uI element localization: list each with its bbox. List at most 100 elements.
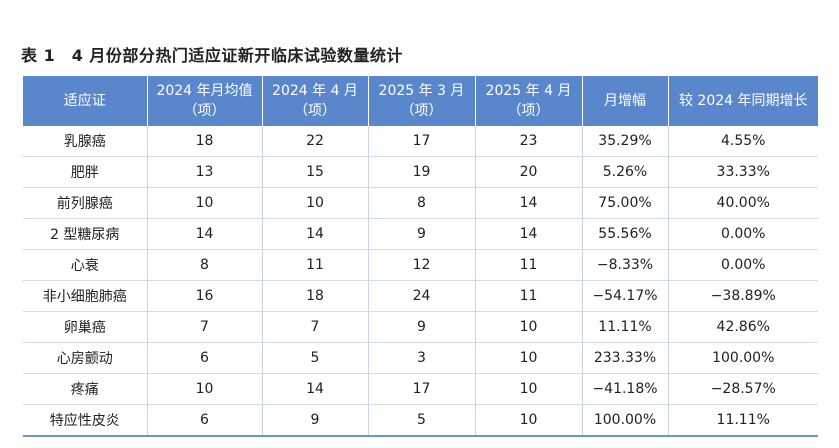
table-cell-yoy-growth: 42.86% xyxy=(667,311,818,343)
table-cell-mar-2025: 5 xyxy=(367,404,475,437)
column-header-unit: （项） xyxy=(400,103,443,119)
table-cell-avg-2024: 16 xyxy=(146,280,262,312)
table-cell-indication: 心衰 xyxy=(23,249,147,281)
table-cell-apr-2025: 23 xyxy=(474,126,582,157)
table-cell-monthly-growth: 75.00% xyxy=(581,187,668,219)
table-cell-monthly-growth: −41.18% xyxy=(581,373,668,405)
column-header-label: 较 2024 年同期增长 xyxy=(678,93,808,109)
column-header-unit: （项） xyxy=(294,103,336,119)
table-cell-monthly-growth: 5.26% xyxy=(581,156,668,188)
table-row: 特应性皮炎 6 9 5 10 100.00% 11.11% xyxy=(23,404,818,437)
table-cell-avg-2024: 7 xyxy=(146,311,262,343)
column-header-unit: （项） xyxy=(507,103,550,119)
table-cell-yoy-growth: 0.00% xyxy=(667,249,818,281)
table-cell-avg-2024: 13 xyxy=(146,156,262,188)
table-row: 心房颤动 6 5 3 10 233.33% 100.00% xyxy=(23,342,818,374)
table-cell-indication: 非小细胞肺癌 xyxy=(23,280,147,312)
table-row: 前列腺癌 10 10 8 14 75.00% 40.00% xyxy=(23,187,818,219)
table-cell-avg-2024: 6 xyxy=(146,404,262,437)
table-caption: 表 1 4 月份部分热门适应证新开临床试验数量统计 xyxy=(21,46,403,65)
table-cell-mar-2025: 12 xyxy=(367,249,475,281)
column-header-label: 2024 年 4 月 xyxy=(272,83,358,99)
table-cell-monthly-growth: 55.56% xyxy=(581,218,668,250)
table-row: 卵巢癌 7 7 9 10 11.11% 42.86% xyxy=(23,311,818,343)
table-cell-apr-2024: 14 xyxy=(261,373,368,405)
table-cell-mar-2025: 3 xyxy=(367,342,475,374)
table-cell-avg-2024: 6 xyxy=(146,342,262,374)
table-cell-avg-2024: 18 xyxy=(146,126,262,157)
table-cell-indication: 肥胖 xyxy=(23,156,147,188)
table-cell-yoy-growth: 4.55% xyxy=(667,126,818,157)
table-row: 心衰 8 11 12 11 −8.33% 0.00% xyxy=(23,249,818,281)
table-cell-indication: 2 型糖尿病 xyxy=(23,218,147,250)
table-cell-apr-2024: 22 xyxy=(261,126,368,157)
table-cell-yoy-growth: 0.00% xyxy=(667,218,818,250)
column-header-label: 2025 年 4 月 xyxy=(485,83,572,99)
table-cell-mar-2025: 24 xyxy=(367,280,475,312)
table-cell-monthly-growth: 233.33% xyxy=(581,342,668,374)
column-header-label: 2025 年 3 月 xyxy=(378,83,465,99)
table-cell-apr-2025: 11 xyxy=(474,280,582,312)
table-cell-mar-2025: 9 xyxy=(367,311,475,343)
table-cell-avg-2024: 14 xyxy=(146,218,262,250)
table-cell-apr-2025: 10 xyxy=(474,311,582,343)
table-cell-indication: 卵巢癌 xyxy=(23,311,147,343)
table-cell-monthly-growth: 11.11% xyxy=(581,311,668,343)
table-cell-mar-2025: 19 xyxy=(367,156,475,188)
table-row: 疼痛 10 14 17 10 −41.18% −28.57% xyxy=(23,373,818,405)
column-header-indication: 适应证 xyxy=(23,76,147,126)
table-header-row: 适应证 2024 年月均值 （项） 2024 年 4 月 （项） 2025 年 3 月 （项… xyxy=(23,76,818,126)
table-cell-indication: 心房颤动 xyxy=(23,342,147,374)
table-cell-monthly-growth: 100.00% xyxy=(581,404,668,437)
table-row: 非小细胞肺癌 16 18 24 11 −54.17% −38.89% xyxy=(23,280,818,312)
table-cell-yoy-growth: 33.33% xyxy=(667,156,818,188)
table-cell-apr-2024: 15 xyxy=(261,156,368,188)
table-cell-apr-2025: 10 xyxy=(474,404,582,437)
table-cell-apr-2025: 20 xyxy=(474,156,582,188)
table-cell-indication: 疼痛 xyxy=(23,373,147,405)
table-cell-indication: 前列腺癌 xyxy=(23,187,147,219)
table-cell-avg-2024: 8 xyxy=(146,249,262,281)
table-cell-apr-2025: 11 xyxy=(474,249,582,281)
column-header-label: 适应证 xyxy=(63,93,106,109)
column-header-mar-2025: 2025 年 3 月 （项） xyxy=(367,76,475,126)
table-cell-yoy-growth: 11.11% xyxy=(667,404,818,437)
table-cell-apr-2025: 14 xyxy=(474,218,582,250)
column-header-apr-2025: 2025 年 4 月 （项） xyxy=(474,76,582,126)
table-cell-monthly-growth: 35.29% xyxy=(581,126,668,157)
table-cell-apr-2024: 18 xyxy=(261,280,368,312)
column-header-label: 2024 年月均值 xyxy=(156,83,253,99)
table-cell-yoy-growth: 40.00% xyxy=(667,187,818,219)
table-row: 乳腺癌 18 22 17 23 35.29% 4.55% xyxy=(23,126,818,157)
table-cell-yoy-growth: 100.00% xyxy=(667,342,818,374)
table-cell-apr-2024: 5 xyxy=(261,342,368,374)
table-cell-avg-2024: 10 xyxy=(146,373,262,405)
table-cell-apr-2024: 11 xyxy=(261,249,368,281)
table-cell-monthly-growth: −8.33% xyxy=(581,249,668,281)
table-cell-yoy-growth: −28.57% xyxy=(667,373,818,405)
table-cell-mar-2025: 17 xyxy=(367,126,475,157)
column-header-yoy-growth: 较 2024 年同期增长 xyxy=(667,76,818,126)
column-header-unit: （项） xyxy=(183,103,226,119)
table-cell-apr-2024: 10 xyxy=(261,187,368,219)
table-cell-indication: 乳腺癌 xyxy=(23,126,147,157)
indication-trials-table: 适应证 2024 年月均值 （项） 2024 年 4 月 （项） 2025 年 3 月 （项… xyxy=(23,76,818,437)
column-header-avg-2024: 2024 年月均值 （项） xyxy=(146,76,262,126)
column-header-apr-2024: 2024 年 4 月 （项） xyxy=(261,76,368,126)
table-cell-apr-2024: 7 xyxy=(261,311,368,343)
table-cell-apr-2024: 14 xyxy=(261,218,368,250)
table-cell-mar-2025: 17 xyxy=(367,373,475,405)
table-cell-avg-2024: 10 xyxy=(146,187,262,219)
table-cell-mar-2025: 9 xyxy=(367,218,475,250)
table-row: 肥胖 13 15 19 20 5.26% 33.33% xyxy=(23,156,818,188)
column-header-label: 月增幅 xyxy=(604,93,646,109)
table-cell-yoy-growth: −38.89% xyxy=(667,280,818,312)
table-cell-mar-2025: 8 xyxy=(367,187,475,219)
table-row: 2 型糖尿病 14 14 9 14 55.56% 0.00% xyxy=(23,218,818,250)
table-cell-apr-2025: 10 xyxy=(474,342,582,374)
table-cell-monthly-growth: −54.17% xyxy=(581,280,668,312)
table-cell-apr-2025: 10 xyxy=(474,373,582,405)
table-cell-apr-2024: 9 xyxy=(261,404,368,437)
column-header-monthly-growth: 月增幅 xyxy=(581,76,668,126)
table-cell-indication: 特应性皮炎 xyxy=(23,404,147,437)
